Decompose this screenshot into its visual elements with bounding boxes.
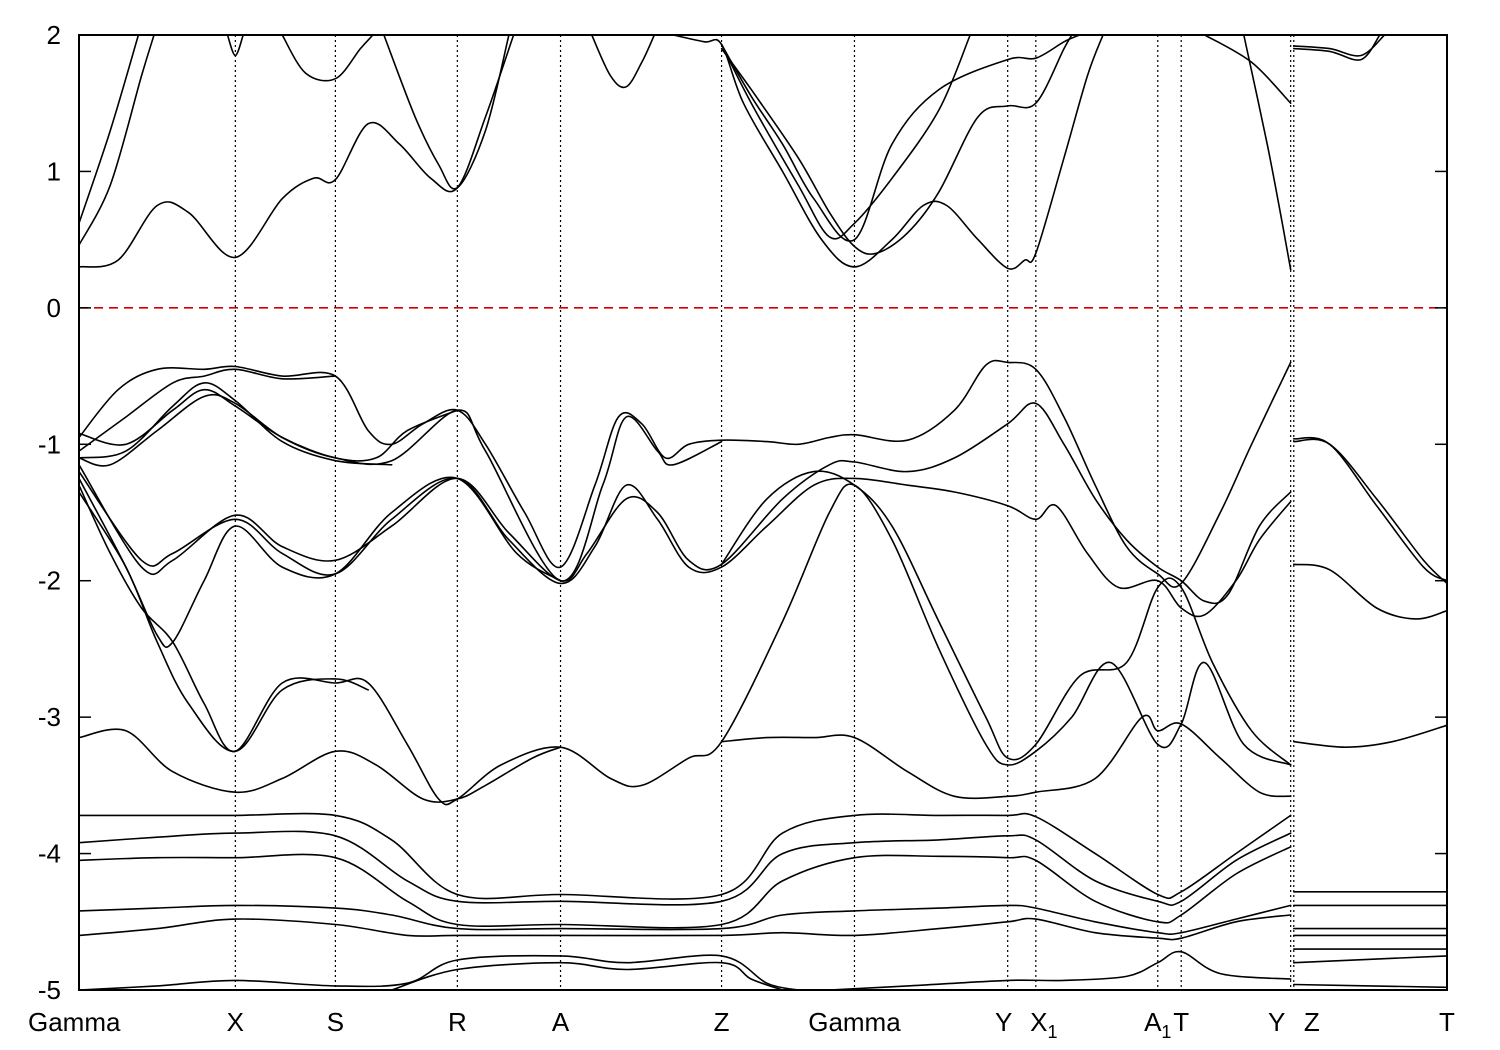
kpoint-label-1: X xyxy=(227,1007,244,1037)
band-37 xyxy=(79,954,799,990)
band-15 xyxy=(79,359,1292,588)
band-2 xyxy=(79,35,140,225)
kpoint-label-11: Y xyxy=(1268,1007,1285,1037)
band-23 xyxy=(79,483,1292,806)
band-16 xyxy=(79,368,337,452)
band-12 xyxy=(1203,35,1292,104)
kpoint-label-10: T xyxy=(1173,1007,1189,1037)
band-6 xyxy=(591,35,656,89)
kpoint-label-9: A1 xyxy=(1144,1007,1171,1042)
band-26 xyxy=(720,714,1292,800)
band-32 xyxy=(79,812,1292,900)
kpoint-label-4: A xyxy=(552,1007,570,1037)
band-7 xyxy=(672,35,1104,270)
band-24 xyxy=(79,491,369,753)
band-20 xyxy=(79,402,1292,605)
kpoint-subscript: 1 xyxy=(1161,1022,1171,1042)
ytick-label: 0 xyxy=(47,293,61,323)
band-29 xyxy=(1293,436,1447,582)
band-33 xyxy=(79,830,1292,906)
band-9 xyxy=(720,35,1073,255)
band-11 xyxy=(1243,35,1292,271)
band-28 xyxy=(1293,438,1447,585)
kpoint-subscript: 1 xyxy=(1047,1022,1057,1042)
ytick-label: -1 xyxy=(38,429,61,459)
band-14 xyxy=(1293,35,1381,61)
ytick-label: 1 xyxy=(47,156,61,186)
kpoint-label-12: Z xyxy=(1304,1007,1320,1037)
kpoint-label-8: X1 xyxy=(1030,1007,1057,1042)
band-18 xyxy=(79,382,393,466)
band-1 xyxy=(79,35,155,246)
ytick-label: -5 xyxy=(38,975,61,1005)
band-10 xyxy=(720,35,1081,242)
band-8 xyxy=(720,35,971,240)
ytick-label: -2 xyxy=(38,566,61,596)
band-25 xyxy=(79,728,562,803)
band-27 xyxy=(720,470,1292,766)
band-46 xyxy=(1293,983,1447,989)
kpoint-label-6: Gamma xyxy=(808,1007,901,1037)
band-39 xyxy=(828,950,1292,990)
band-21 xyxy=(79,470,1292,618)
band-17 xyxy=(79,388,459,462)
band-22 xyxy=(79,476,562,649)
band-3 xyxy=(281,35,374,82)
band-4 xyxy=(383,35,510,190)
plot-area xyxy=(79,35,1447,990)
band-38 xyxy=(390,961,784,990)
bands xyxy=(79,35,1447,990)
band-0 xyxy=(79,35,515,268)
ytick-label: 2 xyxy=(47,20,61,50)
kpoint-label-7: Y xyxy=(995,1007,1012,1037)
band-13 xyxy=(1293,35,1386,57)
band-35 xyxy=(79,904,1292,936)
ytick-label: -3 xyxy=(38,702,61,732)
plot-frame xyxy=(78,34,1448,991)
band-19 xyxy=(79,393,723,582)
kpoint-label-0: Gamma xyxy=(28,1007,121,1037)
band-36 xyxy=(79,914,1292,941)
band-45 xyxy=(1293,955,1447,964)
band-30 xyxy=(1293,563,1447,620)
kpoint-label-13: T xyxy=(1439,1007,1455,1037)
kpoint-label-5: Z xyxy=(714,1007,730,1037)
kpoint-label-3: R xyxy=(448,1007,467,1037)
kpoint-label-2: S xyxy=(327,1007,344,1037)
band-34 xyxy=(79,846,1292,929)
band-31 xyxy=(1293,724,1447,748)
band-5 xyxy=(226,35,244,57)
ytick-label: -4 xyxy=(38,839,61,869)
